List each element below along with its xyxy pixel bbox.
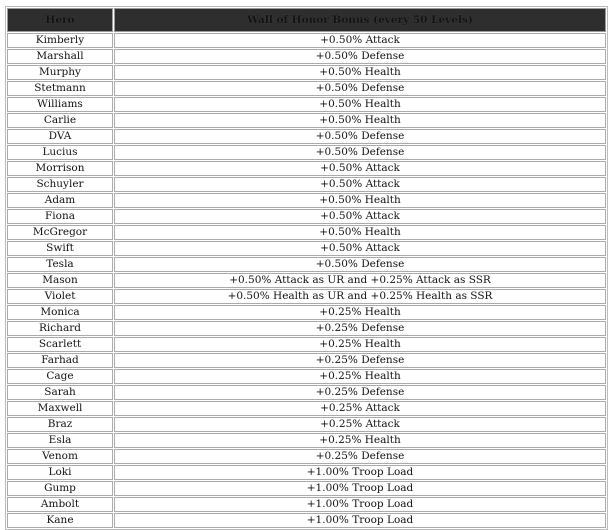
hero-cell: Williams — [7, 97, 113, 112]
hero-cell: Carlie — [7, 113, 113, 128]
hero-cell: Murphy — [7, 65, 113, 80]
table-row: Esla +0.25% Health — [7, 433, 606, 448]
bonus-cell: +0.50% Health — [114, 113, 606, 128]
header-hero: Hero — [7, 8, 113, 32]
hero-cell: Kane — [7, 513, 113, 528]
hero-cell: Swift — [7, 241, 113, 256]
bonus-cell: +1.00% Troop Load — [114, 497, 606, 512]
bonus-cell: +0.50% Defense — [114, 81, 606, 96]
table-row: Monica +0.25% Health — [7, 305, 606, 320]
bonus-cell: +0.25% Defense — [114, 353, 606, 368]
table-row: Farhad +0.25% Defense — [7, 353, 606, 368]
hero-cell: Richard — [7, 321, 113, 336]
hero-cell: Mason — [7, 273, 113, 288]
hero-cell: Violet — [7, 289, 113, 304]
hero-cell: Stetmann — [7, 81, 113, 96]
hero-cell: Kimberly — [7, 33, 113, 48]
bonus-cell: +0.50% Attack — [114, 209, 606, 224]
bonus-cell: +0.50% Attack — [114, 241, 606, 256]
hero-cell: Morrison — [7, 161, 113, 176]
table-row: Tesla +0.50% Defense — [7, 257, 606, 272]
bonus-cell: +1.00% Troop Load — [114, 465, 606, 480]
bonus-cell: +0.50% Health — [114, 97, 606, 112]
hero-cell: Braz — [7, 417, 113, 432]
hero-cell: Fiona — [7, 209, 113, 224]
hero-cell: Cage — [7, 369, 113, 384]
bonus-cell: +0.50% Defense — [114, 257, 606, 272]
table-row: McGregor +0.50% Health — [7, 225, 606, 240]
hero-cell: Lucius — [7, 145, 113, 160]
hero-cell: Marshall — [7, 49, 113, 64]
bonus-cell: +0.25% Health — [114, 433, 606, 448]
hero-cell: Venom — [7, 449, 113, 464]
hero-cell: Adam — [7, 193, 113, 208]
table-row: Fiona +0.50% Attack — [7, 209, 606, 224]
bonus-cell: +0.25% Defense — [114, 385, 606, 400]
bonus-cell: +0.25% Health — [114, 337, 606, 352]
bonus-cell: +0.25% Defense — [114, 449, 606, 464]
table-row: Kimberly +0.50% Attack — [7, 33, 606, 48]
bonus-cell: +0.50% Attack as UR and +0.25% Attack as… — [114, 273, 606, 288]
bonus-cell: +0.50% Defense — [114, 145, 606, 160]
table-row: Swift +0.50% Attack — [7, 241, 606, 256]
table-row: Braz +0.25% Attack — [7, 417, 606, 432]
bonus-cell: +0.50% Health — [114, 65, 606, 80]
table-row: Lucius +0.50% Defense — [7, 145, 606, 160]
bonus-cell: +0.50% Health as UR and +0.25% Health as… — [114, 289, 606, 304]
header-bonus: Wall of Honor Bonus (every 50 Levels) — [114, 8, 606, 32]
bonus-cell: +0.25% Attack — [114, 417, 606, 432]
table-row: Cage +0.25% Health — [7, 369, 606, 384]
hero-cell: Esla — [7, 433, 113, 448]
table-row: Violet +0.50% Health as UR and +0.25% Hea… — [7, 289, 606, 304]
hero-cell: Scarlett — [7, 337, 113, 352]
table-row: Adam +0.50% Health — [7, 193, 606, 208]
bonus-cell: +0.50% Health — [114, 225, 606, 240]
bonus-cell: +0.50% Attack — [114, 161, 606, 176]
bonus-cell: +1.00% Troop Load — [114, 513, 606, 528]
bonus-cell: +0.50% Attack — [114, 177, 606, 192]
table-row: Ambolt +1.00% Troop Load — [7, 497, 606, 512]
bonus-cell: +0.50% Defense — [114, 49, 606, 64]
table-row: Scarlett +0.25% Health — [7, 337, 606, 352]
bonus-cell: +1.00% Troop Load — [114, 481, 606, 496]
table-row: Morrison +0.50% Attack — [7, 161, 606, 176]
hero-cell: DVA — [7, 129, 113, 144]
table-row: Carlie +0.50% Health — [7, 113, 606, 128]
hero-cell: Tesla — [7, 257, 113, 272]
hero-cell: Farhad — [7, 353, 113, 368]
table-row: Maxwell +0.25% Attack — [7, 401, 606, 416]
table-row: Mason +0.50% Attack as UR and +0.25% Atta… — [7, 273, 606, 288]
header-row: Hero Wall of Honor Bonus (every 50 Level… — [7, 8, 606, 32]
bonus-cell: +0.25% Attack — [114, 401, 606, 416]
hero-cell: Gump — [7, 481, 113, 496]
bonus-cell: +0.25% Health — [114, 305, 606, 320]
table-row: Schuyler +0.50% Attack — [7, 177, 606, 192]
table-row: Marshall +0.50% Defense — [7, 49, 606, 64]
table-row: Venom +0.25% Defense — [7, 449, 606, 464]
hero-cell: Sarah — [7, 385, 113, 400]
hero-cell: Maxwell — [7, 401, 113, 416]
table-row: Sarah +0.25% Defense — [7, 385, 606, 400]
bonus-cell: +0.50% Health — [114, 193, 606, 208]
table-row: Loki +1.00% Troop Load — [7, 465, 606, 480]
table-row: Gump +1.00% Troop Load — [7, 481, 606, 496]
wall-of-honor-table: Hero Wall of Honor Bonus (every 50 Level… — [5, 6, 608, 530]
table-row: Stetmann +0.50% Defense — [7, 81, 606, 96]
hero-cell: Monica — [7, 305, 113, 320]
bonus-cell: +0.50% Defense — [114, 129, 606, 144]
hero-cell: McGregor — [7, 225, 113, 240]
table-row: Murphy +0.50% Health — [7, 65, 606, 80]
hero-cell: Schuyler — [7, 177, 113, 192]
hero-cell: Ambolt — [7, 497, 113, 512]
bonus-cell: +0.50% Attack — [114, 33, 606, 48]
bonus-cell: +0.25% Health — [114, 369, 606, 384]
bonus-cell: +0.25% Defense — [114, 321, 606, 336]
table-row: Williams +0.50% Health — [7, 97, 606, 112]
table-row: Richard +0.25% Defense — [7, 321, 606, 336]
table-row: Kane +1.00% Troop Load — [7, 513, 606, 528]
hero-cell: Loki — [7, 465, 113, 480]
table-row: DVA +0.50% Defense — [7, 129, 606, 144]
